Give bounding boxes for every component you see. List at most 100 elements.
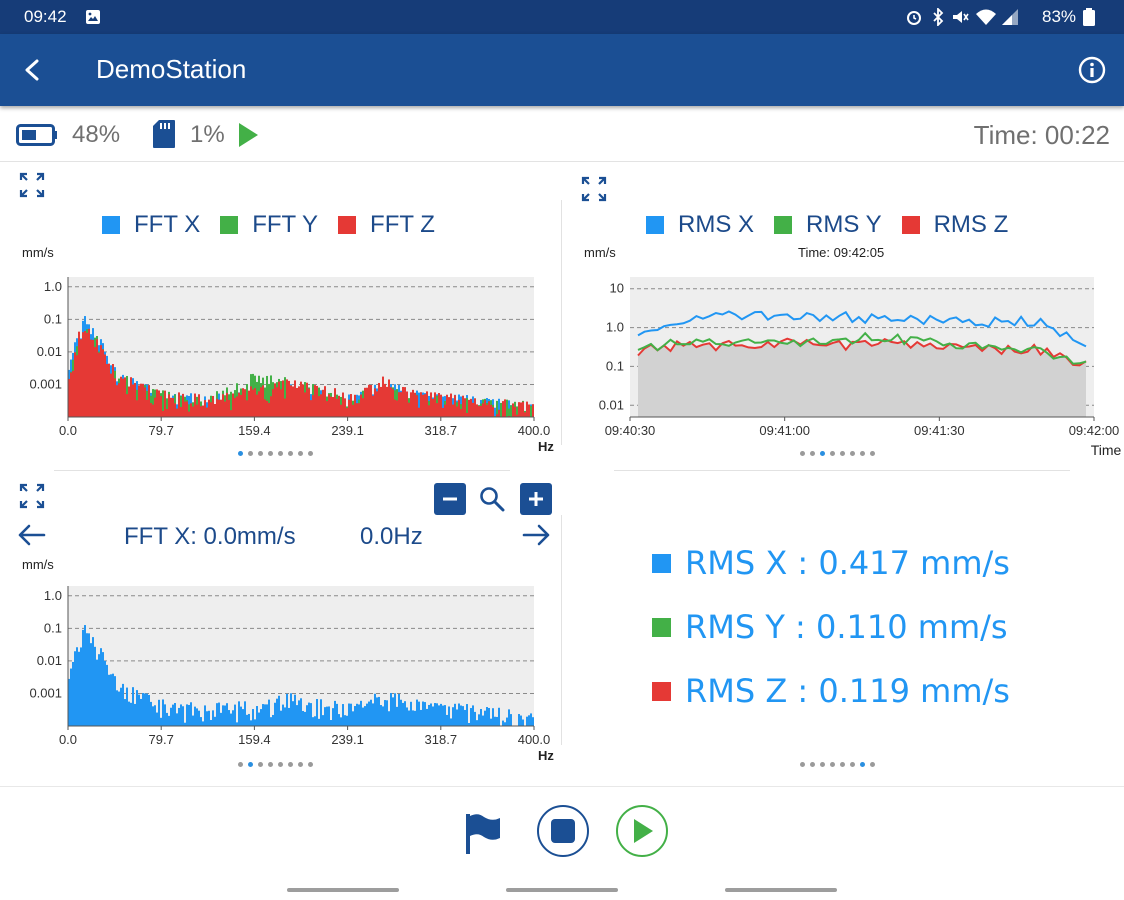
fft-bar [162, 699, 164, 726]
flag-button[interactable] [460, 809, 504, 857]
mute-icon [953, 11, 969, 23]
fft-bar [300, 381, 302, 417]
y-tick-label: 1.0 [44, 279, 62, 294]
previous-peak-button[interactable] [14, 520, 48, 550]
fft-bar [306, 382, 308, 417]
fft-bar [276, 387, 278, 417]
fft-bar [198, 394, 200, 417]
status-battery-text: 83% [1042, 7, 1077, 26]
nav-pill-right [725, 888, 837, 892]
fft-bar [270, 375, 272, 417]
rms-chart[interactable]: 10 1.0 0.1 0.01 09:40:30 09:41:00 09:41:30 09:4… [562, 263, 1124, 463]
fft-bar [128, 701, 130, 726]
fft-bar [532, 404, 534, 417]
fft-bar [214, 403, 216, 417]
fft-detail-chart[interactable]: 1.0 0.1 0.01 0.001 0.0 79.7 159.4 239.1 318.7 400… [0, 572, 561, 772]
expand-icon [581, 176, 607, 202]
fft-bar [412, 710, 414, 726]
zoom-out-button[interactable] [434, 483, 466, 515]
stop-button[interactable] [537, 805, 589, 857]
fft-detail-expand-button[interactable] [16, 480, 48, 512]
bluetooth-icon [933, 8, 944, 26]
fft-chart[interactable]: 1.0 0.1 0.01 0.001 0.0 79.7 159.4 239.1 318.7 400… [0, 263, 561, 463]
rms-expand-button[interactable] [578, 173, 610, 205]
fft-bar [468, 723, 470, 726]
fft-bar [302, 710, 304, 726]
fft-bar [244, 701, 246, 726]
plus-icon [529, 492, 543, 506]
nav-pill-center[interactable] [506, 888, 618, 892]
fft-bar [176, 408, 178, 417]
fft-bar [284, 398, 286, 417]
fft-readout-value: FFT X: 0.0mm/s [124, 523, 296, 550]
fft-bar [464, 398, 466, 417]
fft-bar [426, 391, 428, 417]
fft-bar [468, 399, 470, 417]
fft-bar [256, 394, 258, 417]
fft-bar [384, 700, 386, 726]
fft-bar [504, 399, 506, 417]
alarm-icon [907, 11, 921, 25]
fft-bar [144, 387, 146, 417]
fft-bar [154, 397, 156, 417]
fft-bar [258, 712, 260, 726]
y-tick-label: 0.1 [606, 358, 624, 373]
next-peak-button[interactable] [520, 520, 554, 550]
fft-bar [348, 399, 350, 417]
fft-bar [284, 377, 286, 417]
fft-bar [482, 715, 484, 726]
fft-bar [250, 386, 252, 417]
fft-bar [180, 406, 182, 417]
fft-bar [312, 395, 314, 417]
fft-bar [244, 389, 246, 417]
fft-bar [498, 398, 500, 417]
fft-bar [498, 707, 500, 726]
fft-expand-button[interactable] [16, 169, 48, 201]
fft-bar [90, 643, 92, 726]
fft-bar [126, 687, 128, 726]
fft-bar [470, 398, 472, 417]
zoom-in-button[interactable] [520, 483, 552, 515]
fft-bar [450, 718, 452, 726]
fft-bar [478, 406, 480, 417]
y-tick-label: 1.0 [44, 588, 62, 603]
fft-bar [314, 716, 316, 726]
fft-bar [358, 704, 360, 726]
rms-area-fill [638, 340, 1086, 417]
fft-bar [278, 695, 280, 726]
fft-bar [116, 385, 118, 417]
fft-bar [124, 699, 126, 726]
fft-bar [390, 693, 392, 726]
fft-bar [344, 715, 346, 726]
fft-bar [150, 701, 152, 726]
fft-bar [366, 387, 368, 417]
fft-bar [528, 715, 530, 726]
fft-bar [524, 412, 526, 417]
fft-bar [254, 388, 256, 417]
fft-bar [526, 716, 528, 726]
fft-bar [494, 407, 496, 417]
fft-bar [318, 396, 320, 417]
fft-bar [196, 404, 198, 417]
legend-rms-y: RMS Y [806, 211, 882, 238]
fft-bar [428, 704, 430, 726]
rms-ylabel: mm/s [584, 245, 616, 260]
fft-bar [480, 708, 482, 726]
fft-bar [210, 719, 212, 726]
back-button[interactable] [14, 52, 50, 88]
fft-bar [362, 398, 364, 417]
fft-bar [112, 364, 114, 417]
fft-bar [202, 405, 204, 417]
fft-bar [220, 399, 222, 417]
fft-bar [190, 403, 192, 417]
fft-bar [352, 404, 354, 417]
play-button[interactable] [616, 805, 668, 857]
fft-bar [504, 722, 506, 726]
fft-bar [460, 705, 462, 726]
fft-bar [308, 388, 310, 417]
minus-icon [443, 497, 457, 501]
info-button[interactable] [1074, 52, 1110, 88]
fft-bar [530, 405, 532, 417]
rms-legend: RMS X RMS Y RMS Z [626, 211, 1008, 239]
x-tick-label: 0.0 [59, 732, 77, 747]
